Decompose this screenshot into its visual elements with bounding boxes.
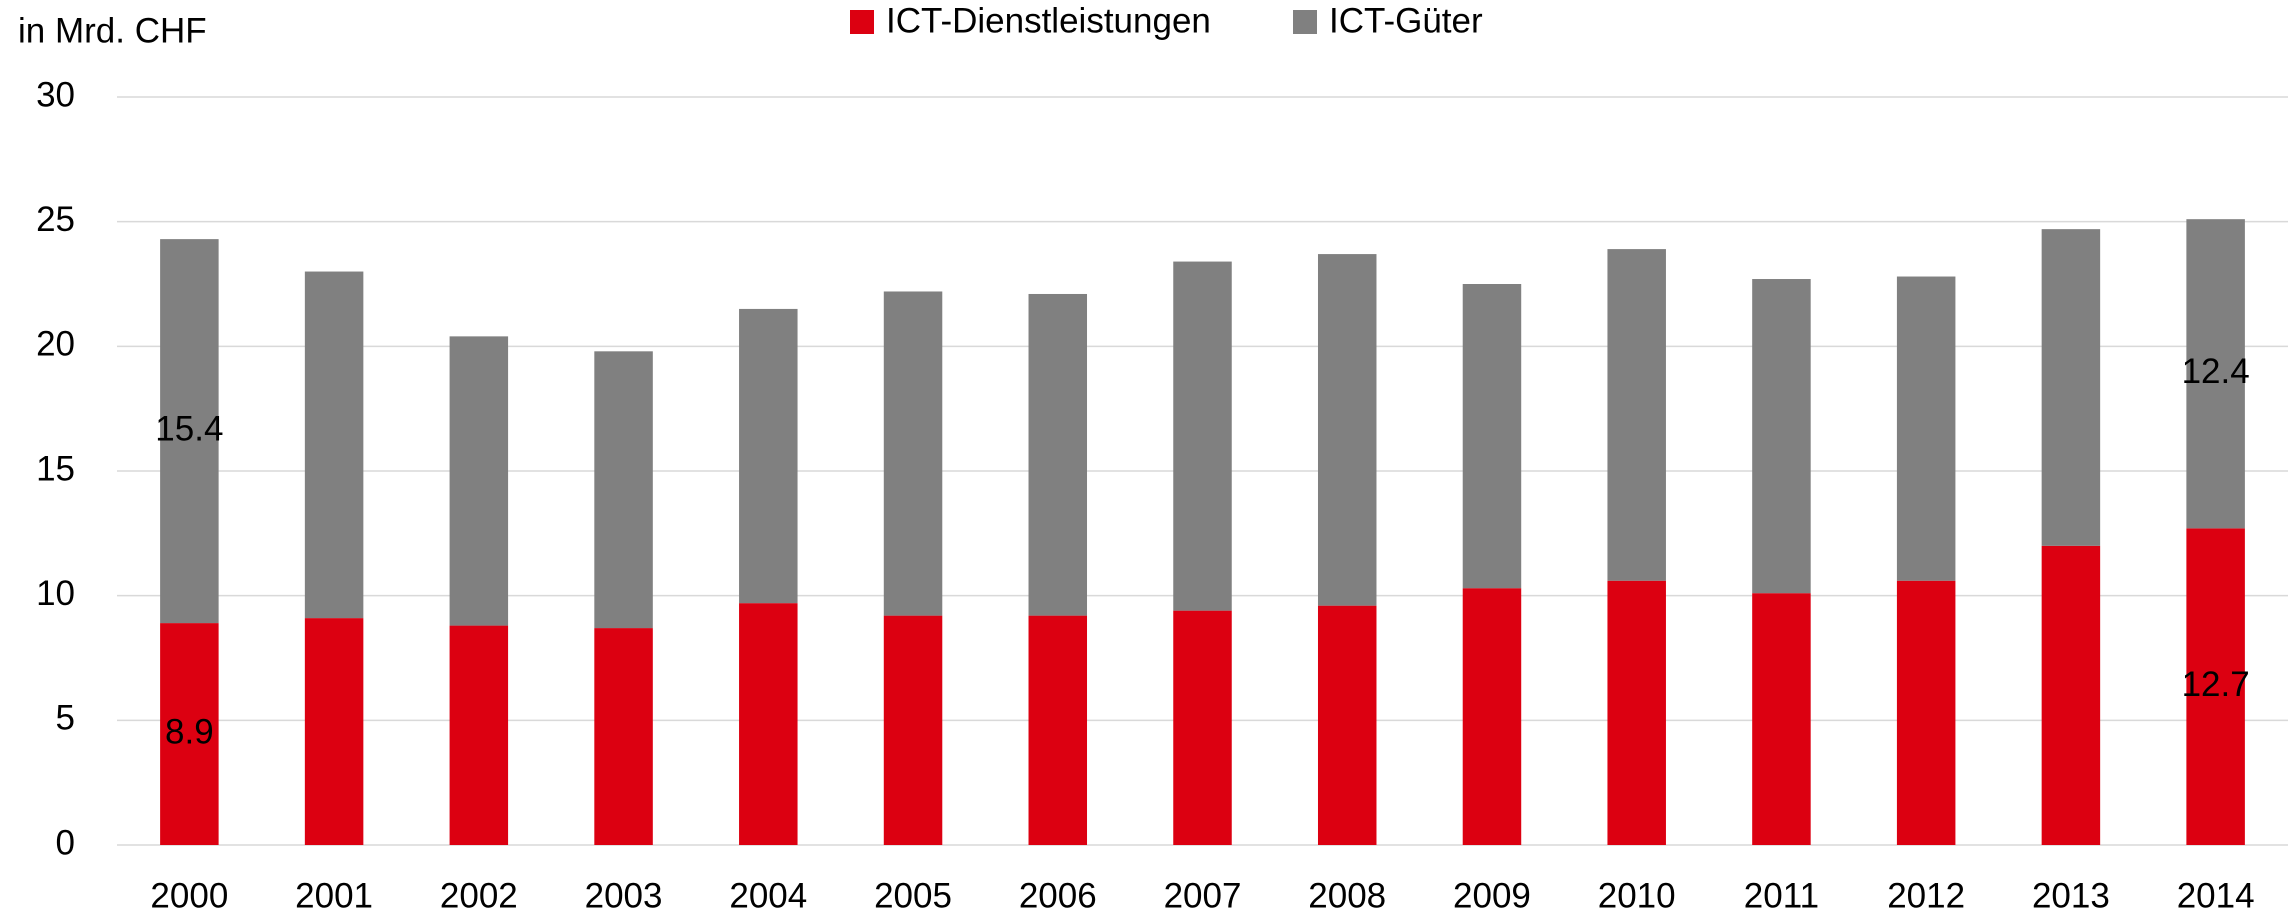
x-tick-label: 2001 (295, 876, 373, 915)
bar-segment (304, 271, 364, 619)
x-tick-label: 2009 (1453, 876, 1531, 915)
x-tick-label: 2006 (1019, 876, 1097, 915)
bar-segment (1462, 284, 1522, 589)
x-tick-label: 2014 (2177, 876, 2255, 915)
bar-segment (2041, 229, 2101, 546)
bar-segment (1028, 293, 1088, 616)
x-tick-label: 2013 (2032, 876, 2110, 915)
legend-swatch (1293, 10, 1317, 34)
bar-segment (1317, 254, 1377, 606)
bar-segment (160, 623, 219, 845)
data-label: 12.7 (2182, 665, 2250, 704)
x-tick-label: 2007 (1164, 876, 1242, 915)
bar-segment (449, 336, 509, 626)
bar-segment (883, 615, 943, 845)
legend-label: ICT-Dienstleistungen (886, 1, 1211, 40)
bar-segment (594, 351, 653, 629)
x-tick-label: 2003 (585, 876, 663, 915)
x-tick-label: 2000 (150, 876, 228, 915)
y-axis-label: in Mrd. CHF (18, 11, 207, 50)
x-tick-label: 2002 (440, 876, 518, 915)
y-tick-label: 20 (36, 325, 75, 364)
bar-segment (1752, 279, 1811, 594)
bar-segment (1752, 593, 1811, 845)
bar-segment (739, 603, 798, 845)
bar-segment (1896, 580, 1956, 845)
bar-segment (1896, 276, 1956, 581)
x-tick-label: 2012 (1887, 876, 1965, 915)
bar-segment (1173, 610, 1232, 845)
y-tick-label: 10 (36, 574, 75, 613)
legend-label: ICT-Güter (1329, 1, 1483, 40)
bar-segment (1462, 588, 1522, 845)
bar-segment (160, 239, 219, 624)
data-label: 15.4 (155, 409, 223, 448)
bar-segment (1173, 261, 1232, 611)
bar-segment (1317, 605, 1377, 845)
y-tick-label: 15 (36, 449, 75, 488)
bar-segment (1607, 580, 1666, 845)
x-tick-label: 2005 (874, 876, 952, 915)
y-tick-label: 30 (36, 75, 75, 114)
x-tick-label: 2011 (1744, 876, 1819, 915)
bar-segment (594, 628, 653, 845)
x-tick-label: 2008 (1308, 876, 1386, 915)
bar-segment (739, 308, 798, 604)
legend-swatch (850, 10, 874, 34)
bar-segment (883, 291, 943, 616)
x-tick-label: 2004 (729, 876, 807, 915)
bar-segment (2186, 528, 2245, 845)
y-tick-label: 5 (56, 699, 75, 738)
data-label: 8.9 (165, 712, 214, 751)
bar-segment (304, 618, 364, 845)
data-label: 12.4 (2182, 352, 2250, 391)
bar-segment (1607, 249, 1666, 581)
bar-segment (1028, 615, 1088, 845)
bar-segment (2186, 219, 2245, 529)
bar-segment (449, 625, 509, 845)
y-tick-label: 25 (36, 200, 75, 239)
y-tick-label: 0 (56, 823, 75, 862)
bar-segment (2041, 545, 2101, 845)
x-tick-label: 2010 (1598, 876, 1676, 915)
